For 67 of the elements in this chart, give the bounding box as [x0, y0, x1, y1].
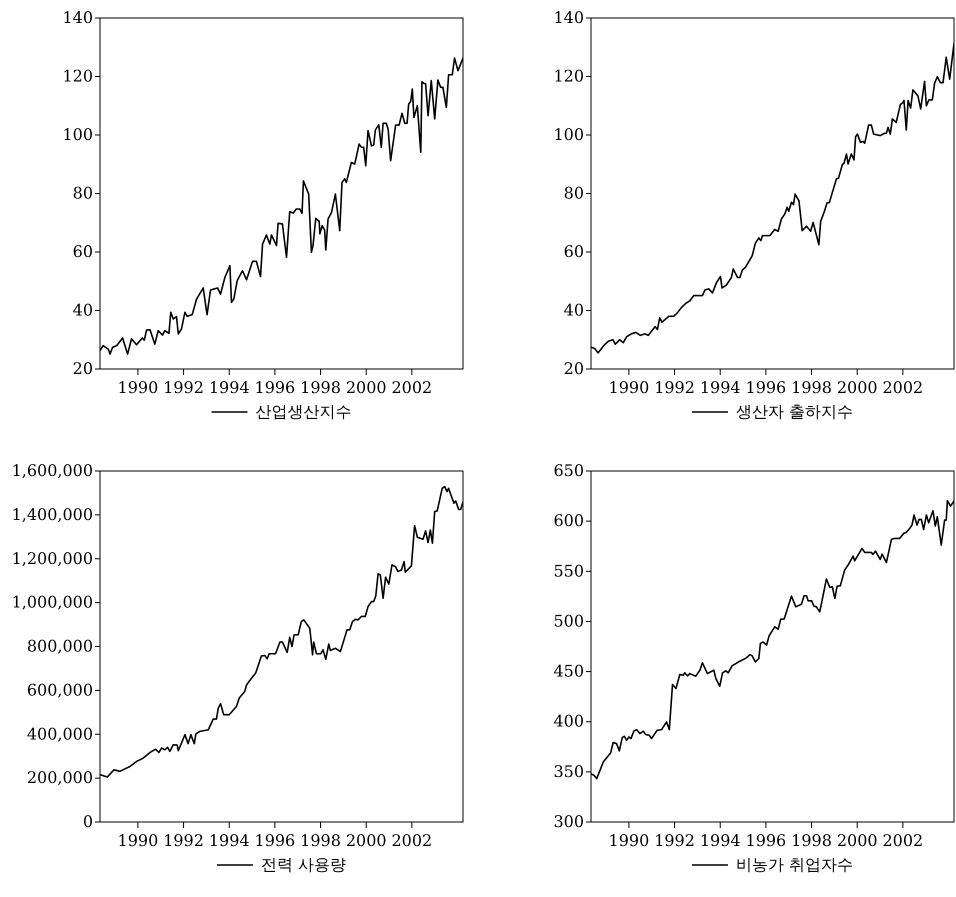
x-tick-label: 2002: [392, 378, 432, 397]
y-tick-label: 20: [564, 359, 584, 378]
y-tick-label: 140: [62, 8, 93, 27]
x-tick-label: 1990: [118, 831, 158, 850]
x-tick-label: 1996: [254, 831, 296, 850]
y-tick-label: 40: [564, 300, 584, 320]
x-tick-label: 1992: [654, 831, 695, 850]
y-tick-label: 800,000: [26, 636, 93, 656]
y-tick-label: 300: [553, 812, 584, 831]
y-tick-label: 600: [553, 511, 584, 530]
legend: 비농가 취업자수: [692, 855, 854, 874]
x-tick-label: 1994: [700, 831, 741, 850]
y-tick-label: 500: [553, 611, 584, 630]
y-tick-label: 1,000,000: [12, 592, 93, 612]
x-tick-label: 1992: [163, 831, 204, 850]
y-tick-label: 400,000: [26, 724, 93, 744]
y-tick-label: 120: [62, 66, 93, 86]
x-tick-label: 1994: [208, 378, 250, 397]
y-tick-label: 80: [564, 184, 584, 202]
y-tick-label: 600,000: [26, 680, 93, 700]
x-tick-label: 1992: [163, 378, 204, 397]
y-tick-label: 400: [553, 712, 584, 731]
x-tick-label: 1996: [254, 378, 296, 397]
y-tick-label: 450: [553, 662, 584, 681]
y-tick-label: 0: [82, 812, 93, 831]
x-tick-label: 2000: [346, 378, 387, 397]
legend: 전력 사용량: [216, 855, 346, 874]
x-tick-label: 1990: [608, 378, 650, 397]
y-tick-label: 80: [72, 184, 93, 202]
x-tick-label: 1998: [791, 831, 832, 850]
x-tick-label: 1990: [608, 831, 650, 850]
x-tick-label: 2000: [836, 378, 878, 397]
x-tick-label: 1992: [654, 378, 695, 397]
x-tick-label: 1994: [700, 378, 741, 397]
x-tick-label: 1998: [300, 378, 341, 397]
y-tick-label: 350: [553, 762, 584, 781]
legend-label: 비농가 취업자수: [736, 855, 854, 874]
legend: 생산자 출하지수: [692, 402, 854, 421]
y-tick-label: 1,600,000: [12, 461, 93, 480]
y-tick-label: 60: [564, 242, 584, 261]
y-tick-label: 1,200,000: [12, 548, 93, 568]
y-tick-label: 100: [553, 125, 584, 144]
y-tick-label: 140: [553, 8, 584, 27]
x-tick-label: 1998: [300, 831, 341, 850]
legend-label: 산업생산지수: [256, 402, 352, 421]
y-tick-label: 60: [72, 242, 93, 261]
x-tick-label: 2002: [392, 831, 432, 850]
y-tick-label: 550: [553, 561, 584, 580]
y-tick-label: 40: [72, 300, 93, 320]
x-tick-label: 1990: [118, 378, 158, 397]
y-tick-label: 20: [72, 359, 93, 378]
y-tick-label: 200,000: [26, 768, 93, 788]
x-tick-label: 1996: [746, 378, 786, 397]
x-tick-label: 2000: [836, 831, 878, 850]
x-tick-label: 2002: [882, 378, 924, 397]
y-tick-label: 1,400,000: [12, 504, 93, 524]
legend-label: 전력 사용량: [260, 855, 346, 874]
y-tick-label: 650: [553, 461, 584, 480]
x-tick-label: 1998: [791, 378, 832, 397]
x-tick-label: 1996: [746, 831, 786, 850]
x-tick-label: 2000: [346, 831, 387, 850]
x-tick-label: 1994: [208, 831, 250, 850]
x-tick-label: 2002: [882, 831, 924, 850]
y-tick-label: 120: [553, 66, 584, 86]
legend-label: 생산자 출하지수: [736, 402, 854, 421]
y-tick-label: 100: [62, 125, 93, 144]
legend: 산업생산지수: [212, 402, 352, 421]
